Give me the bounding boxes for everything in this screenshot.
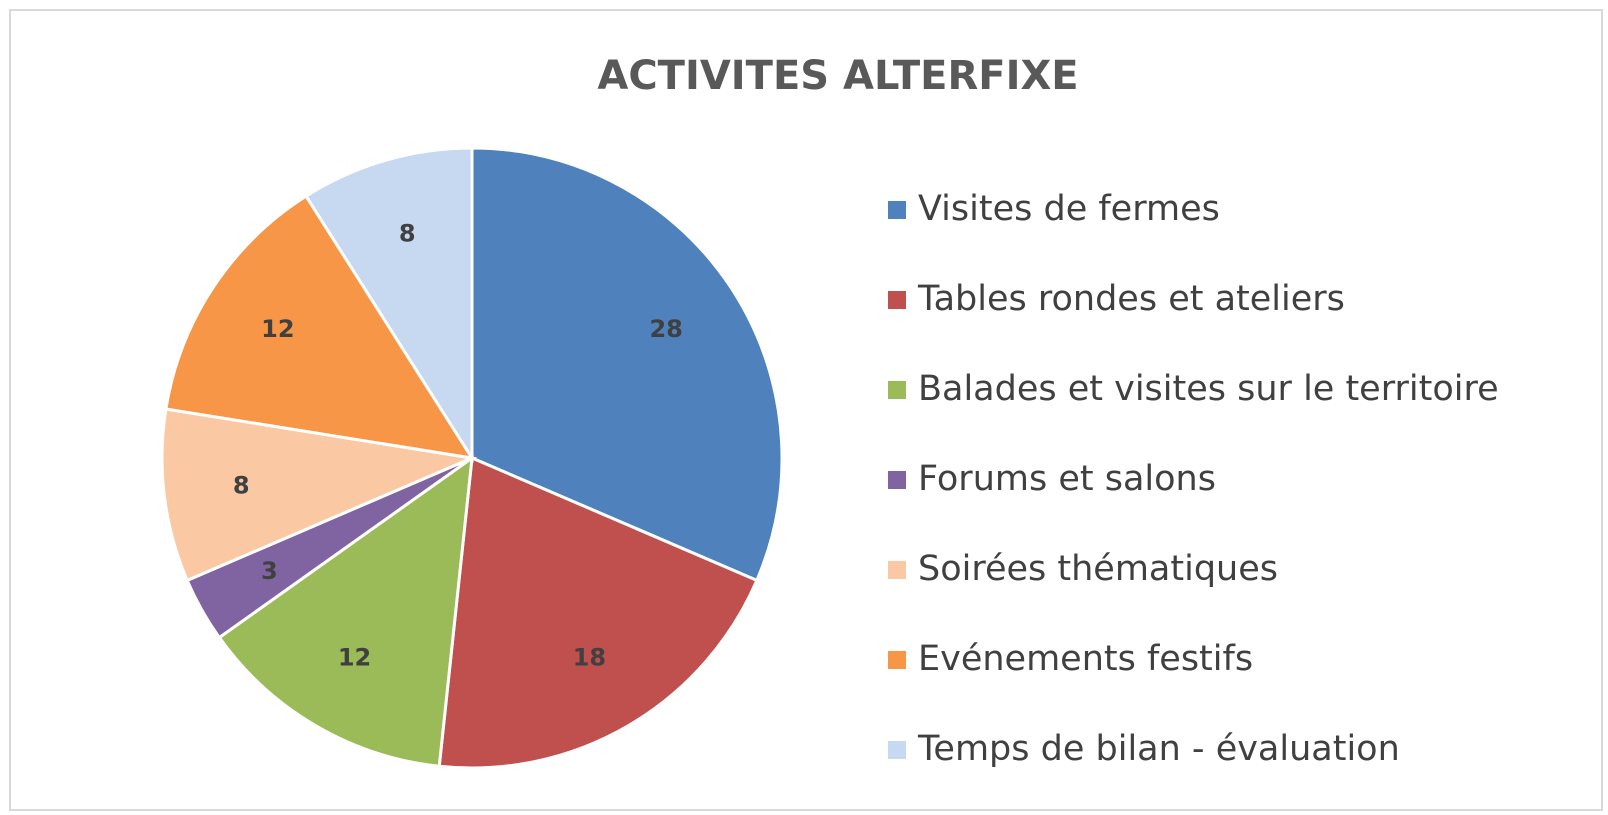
pie-slice bbox=[164, 194, 476, 461]
data-label: 12 bbox=[338, 644, 371, 672]
legend-label: Balades et visites sur le territoire bbox=[918, 369, 1499, 409]
legend-swatch bbox=[888, 381, 906, 399]
data-label: 3 bbox=[261, 557, 278, 585]
legend-swatch bbox=[888, 741, 906, 759]
chart-title: ACTIVITES ALTERFIXE bbox=[597, 53, 1078, 99]
data-label: 28 bbox=[649, 315, 682, 343]
data-label: 8 bbox=[399, 220, 416, 248]
legend-swatch bbox=[888, 291, 906, 309]
data-label: 18 bbox=[573, 644, 606, 672]
legend-swatch bbox=[888, 561, 906, 579]
legend-label: Soirées thématiques bbox=[918, 549, 1278, 589]
data-label: 12 bbox=[261, 315, 294, 343]
pie-slice bbox=[217, 454, 474, 768]
legend-label: Evénements festifs bbox=[918, 639, 1253, 679]
pie-slice bbox=[437, 455, 759, 770]
legend-swatch bbox=[888, 651, 906, 669]
legend-label: Visites de fermes bbox=[918, 189, 1220, 229]
data-label: 8 bbox=[233, 472, 250, 500]
legend-label: Forums et salons bbox=[918, 459, 1216, 499]
pie-slice bbox=[160, 407, 478, 583]
legend-label: Temps de bilan - évaluation bbox=[917, 729, 1400, 769]
legend-swatch bbox=[888, 471, 906, 489]
legend-label: Tables rondes et ateliers bbox=[917, 279, 1345, 319]
pie-slice bbox=[470, 146, 784, 583]
pie-slice bbox=[304, 146, 474, 464]
legend-swatch bbox=[888, 201, 906, 219]
